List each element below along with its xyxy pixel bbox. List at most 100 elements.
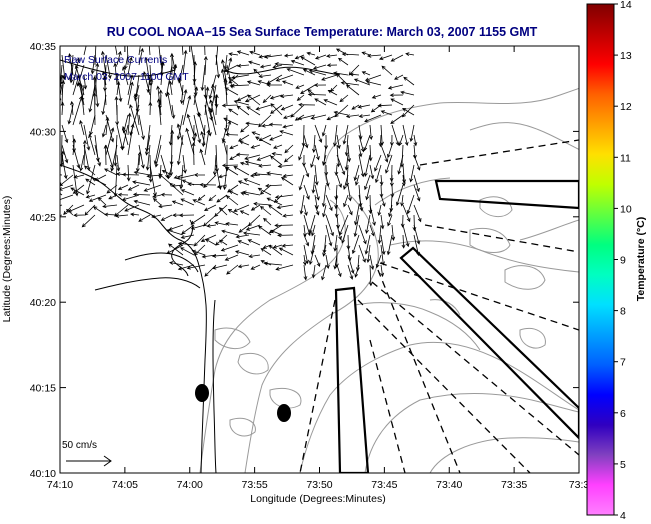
current-vector (204, 129, 211, 156)
current-vector (312, 64, 327, 70)
current-vector (413, 154, 421, 171)
current-vector (160, 154, 169, 179)
current-vector (281, 80, 294, 86)
current-vector (413, 184, 421, 202)
current-vector (242, 231, 261, 236)
current-vector (180, 189, 195, 196)
current-vector (206, 223, 217, 228)
current-vector (138, 46, 141, 56)
current-vector (364, 174, 371, 191)
current-vector (88, 194, 107, 202)
current-vector (269, 94, 283, 100)
current-vector (284, 144, 294, 154)
current-vector (400, 194, 404, 207)
current-vector (272, 144, 283, 149)
current-vector (321, 124, 327, 137)
current-vector (88, 84, 96, 113)
current-vector (357, 104, 371, 109)
current-vector (364, 74, 382, 82)
current-vector (94, 46, 97, 66)
current-vector (249, 50, 261, 56)
current-vector (127, 56, 133, 76)
current-vector (226, 264, 239, 275)
current-vector (214, 93, 219, 116)
y-tick-label: 40:10 (30, 468, 56, 480)
y-tick-label: 40:35 (30, 41, 56, 53)
current-vector (353, 164, 360, 182)
current-vector (266, 197, 283, 206)
current-vector (353, 78, 371, 86)
current-vector (243, 178, 261, 186)
current-vector (387, 84, 404, 90)
current-vector (325, 194, 333, 212)
colorbar-tick-label: 12 (620, 101, 632, 113)
current-vector (180, 234, 195, 239)
current-vector (238, 224, 250, 233)
current-vector (374, 154, 382, 172)
current-vector (333, 110, 349, 116)
current-vector (334, 104, 349, 118)
current-vector (325, 224, 333, 247)
current-vector (247, 94, 261, 106)
current-vector (259, 205, 272, 216)
current-vector (72, 184, 85, 194)
current-vector (115, 46, 118, 56)
current-vector (204, 46, 206, 56)
shipping-lane-outlines (334, 179, 579, 473)
current-vector (379, 174, 384, 186)
current-vector (127, 46, 129, 66)
current-vector (325, 214, 334, 237)
current-vector (270, 103, 283, 116)
current-vector (369, 204, 376, 227)
current-vector (216, 184, 228, 189)
current-vector (221, 229, 239, 236)
current-vector (321, 184, 327, 208)
current-vector (70, 187, 85, 196)
current-vector (401, 234, 406, 249)
current-vector (181, 224, 195, 235)
current-vector (253, 172, 272, 176)
current-vector (225, 132, 239, 137)
current-vector (323, 99, 338, 106)
current-vector (220, 244, 239, 252)
current-vector (94, 144, 102, 167)
current-vector (400, 214, 405, 228)
current-vector (253, 68, 261, 76)
current-vector (127, 123, 135, 156)
current-vector (279, 94, 294, 99)
current-vector (152, 194, 162, 199)
current-vector (259, 64, 272, 69)
current-vector (300, 84, 316, 94)
current-vector (208, 194, 217, 202)
current-vector (117, 184, 129, 190)
current-vector (268, 244, 283, 256)
current-vector (61, 54, 67, 81)
current-vector (193, 244, 206, 256)
current-vector (347, 184, 352, 202)
current-vector (148, 46, 151, 56)
current-vector (390, 114, 404, 125)
current-vector (369, 124, 373, 141)
current-vector (278, 247, 294, 256)
current-vector (400, 90, 415, 96)
current-vector (116, 81, 121, 96)
current-vector (204, 86, 210, 116)
current-vector (121, 124, 129, 151)
current-vector (130, 212, 140, 217)
current-vector (256, 154, 272, 161)
current-vector (167, 164, 173, 180)
current-vector (263, 217, 272, 226)
current-vector (402, 108, 415, 116)
current-vector (105, 116, 110, 136)
current-vector (228, 76, 239, 86)
current-vector (390, 184, 395, 198)
current-vector (182, 95, 192, 126)
current-vector (113, 164, 118, 198)
current-vector (60, 150, 65, 166)
current-vector (314, 184, 320, 201)
current-vector (101, 124, 107, 138)
current-vector (248, 254, 261, 259)
current-vector (197, 194, 206, 201)
current-vector (385, 154, 393, 174)
